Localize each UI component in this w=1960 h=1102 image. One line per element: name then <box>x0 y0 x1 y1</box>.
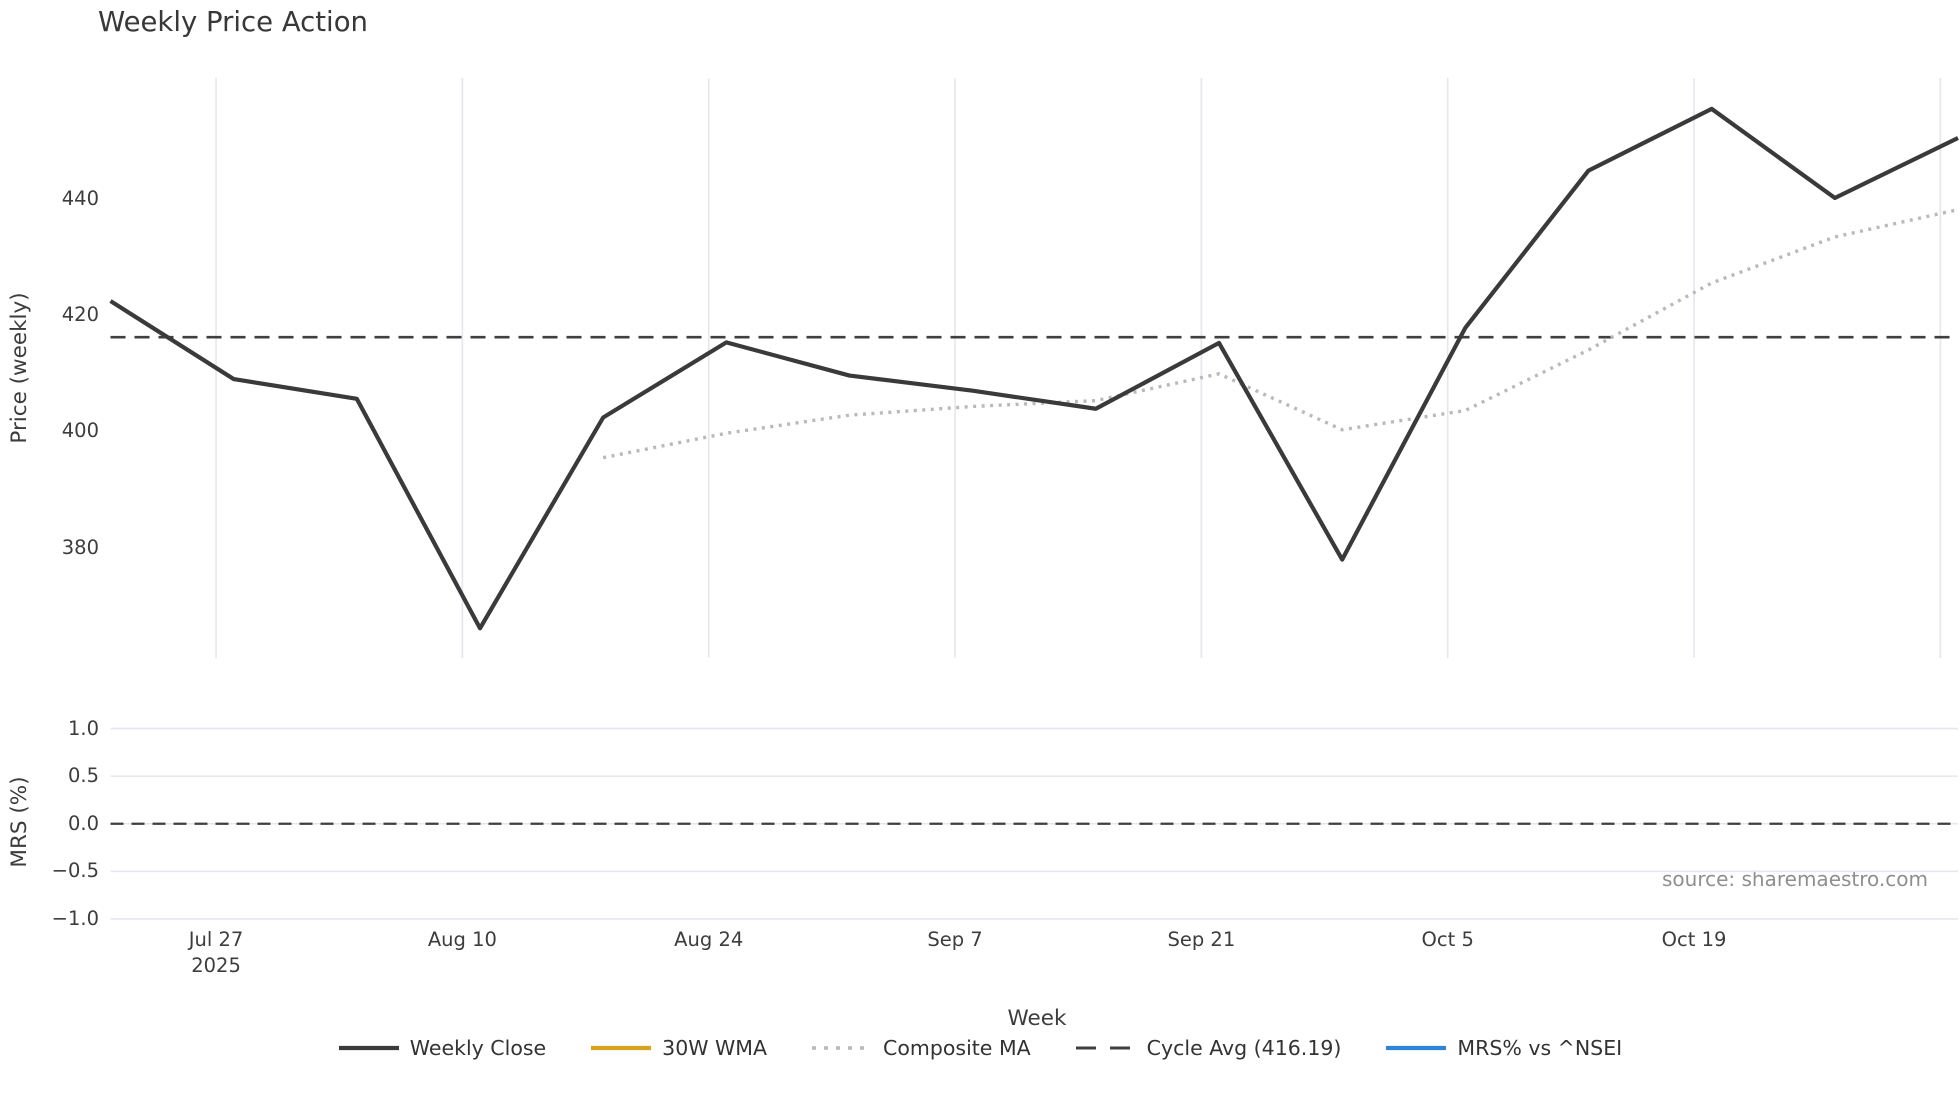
legend-swatch-line <box>1386 1045 1447 1051</box>
mrs-ytick-label: 0.5 <box>67 764 99 788</box>
legend-item-label: 30W WMA <box>662 1036 768 1060</box>
legend-item-label: Cycle Avg (416.19) <box>1146 1036 1342 1060</box>
legend-item-label: Composite MA <box>883 1036 1031 1060</box>
composite-ma-line <box>602 207 1959 460</box>
price-ytick-label: 440 <box>61 186 99 210</box>
chart-title: Weekly Price Action <box>98 6 368 38</box>
x-tick-label: Sep 21 <box>1167 928 1236 951</box>
x-tick-label: Aug 10 <box>427 928 497 951</box>
chart-legend: Weekly Close 30W WMA Composite MA Cycle Avg… <box>0 1036 1960 1060</box>
legend-swatch-line <box>591 1045 652 1051</box>
price-ytick-label: 380 <box>61 535 99 559</box>
legend-item: Composite MA <box>811 1036 1031 1060</box>
legend-item: 30W WMA <box>590 1036 767 1060</box>
x-tick-label: Jul 27 2025 <box>188 928 244 977</box>
legend-item: MRS% vs ^NSEI <box>1385 1036 1622 1060</box>
mrs-ytick-label: −1.0 <box>51 906 99 930</box>
x-tick-label: Aug 24 <box>674 928 744 951</box>
x-tick-label: Sep 7 <box>927 928 983 951</box>
mrs-ytick-label: 1.0 <box>67 716 99 740</box>
week-axis-label: Week <box>1007 1006 1067 1031</box>
legend-swatch-line <box>1075 1046 1136 1050</box>
mrs-ytick-label: −0.5 <box>51 859 99 883</box>
weekly-close-line <box>109 106 1959 631</box>
price-ytick-label: 420 <box>61 303 99 326</box>
legend-item: Cycle Avg (416.19) <box>1075 1036 1342 1060</box>
legend-swatch-line <box>812 1046 873 1050</box>
legend-item-label: Weekly Close <box>409 1036 547 1060</box>
price-ytick-label: 400 <box>61 419 99 443</box>
x-tick-label: Oct 19 <box>1661 928 1727 951</box>
legend-item-label: MRS% vs ^NSEI <box>1457 1036 1623 1060</box>
mrs-ytick-label: 0.0 <box>67 811 99 835</box>
x-tick-label: Oct 5 <box>1421 928 1474 951</box>
legend-swatch-line <box>338 1045 399 1051</box>
legend-item: Weekly Close <box>338 1036 546 1060</box>
